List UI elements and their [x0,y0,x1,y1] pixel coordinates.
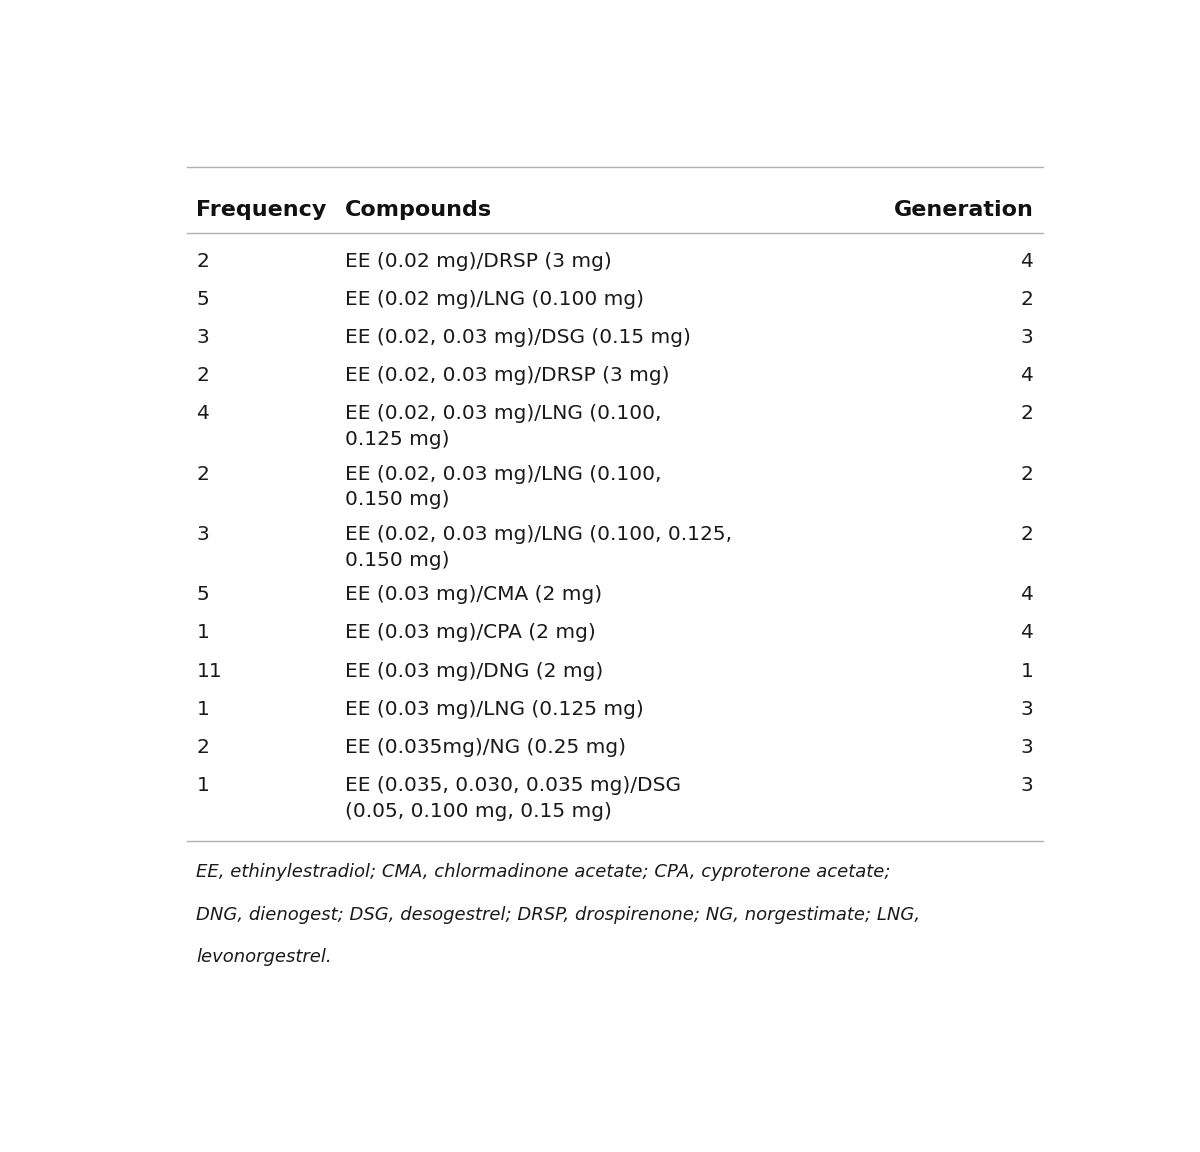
Text: 11: 11 [197,661,222,681]
Text: 4: 4 [1021,252,1033,271]
Text: 2: 2 [197,464,209,484]
Text: 3: 3 [1021,699,1033,719]
Text: EE (0.03 mg)/CMA (2 mg): EE (0.03 mg)/CMA (2 mg) [346,585,602,605]
Text: 4: 4 [197,404,209,423]
Text: EE (0.02, 0.03 mg)/LNG (0.100, 0.125,
0.150 mg): EE (0.02, 0.03 mg)/LNG (0.100, 0.125, 0.… [346,525,732,570]
Text: EE (0.03 mg)/LNG (0.125 mg): EE (0.03 mg)/LNG (0.125 mg) [346,699,644,719]
Text: Compounds: Compounds [346,200,492,220]
Text: Frequency: Frequency [197,200,326,220]
Text: 2: 2 [1021,290,1033,309]
Text: 1: 1 [197,699,209,719]
Text: 1: 1 [1021,661,1033,681]
Text: EE, ethinylestradiol; CMA, chlormadinone acetate; CPA, cyproterone acetate;: EE, ethinylestradiol; CMA, chlormadinone… [197,863,890,881]
Text: 3: 3 [1021,776,1033,795]
Text: 1: 1 [197,623,209,643]
Text: 1: 1 [197,776,209,795]
Text: 3: 3 [1021,738,1033,757]
Text: EE (0.02 mg)/LNG (0.100 mg): EE (0.02 mg)/LNG (0.100 mg) [346,290,644,309]
Text: DNG, dienogest; DSG, desogestrel; DRSP, drospirenone; NG, norgestimate; LNG,: DNG, dienogest; DSG, desogestrel; DRSP, … [197,905,920,924]
Text: 2: 2 [197,738,209,757]
Text: 2: 2 [1021,464,1033,484]
Text: 2: 2 [1021,525,1033,544]
Text: EE (0.035mg)/NG (0.25 mg): EE (0.035mg)/NG (0.25 mg) [346,738,626,757]
Text: 2: 2 [197,252,209,271]
Text: EE (0.035, 0.030, 0.035 mg)/DSG
(0.05, 0.100 mg, 0.15 mg): EE (0.035, 0.030, 0.035 mg)/DSG (0.05, 0… [346,776,682,820]
Text: 3: 3 [197,328,209,347]
Text: 2: 2 [197,366,209,385]
Text: levonorgestrel.: levonorgestrel. [197,948,332,967]
Text: EE (0.02, 0.03 mg)/DSG (0.15 mg): EE (0.02, 0.03 mg)/DSG (0.15 mg) [346,328,691,347]
Text: 5: 5 [197,290,209,309]
Text: 4: 4 [1021,585,1033,605]
Text: 3: 3 [197,525,209,544]
Text: EE (0.02 mg)/DRSP (3 mg): EE (0.02 mg)/DRSP (3 mg) [346,252,612,271]
Text: 3: 3 [1021,328,1033,347]
Text: EE (0.03 mg)/DNG (2 mg): EE (0.03 mg)/DNG (2 mg) [346,661,604,681]
Text: EE (0.02, 0.03 mg)/DRSP (3 mg): EE (0.02, 0.03 mg)/DRSP (3 mg) [346,366,670,385]
Text: 2: 2 [1021,404,1033,423]
Text: Generation: Generation [894,200,1033,220]
Text: EE (0.02, 0.03 mg)/LNG (0.100,
0.125 mg): EE (0.02, 0.03 mg)/LNG (0.100, 0.125 mg) [346,404,662,449]
Text: EE (0.03 mg)/CPA (2 mg): EE (0.03 mg)/CPA (2 mg) [346,623,596,643]
Text: EE (0.02, 0.03 mg)/LNG (0.100,
0.150 mg): EE (0.02, 0.03 mg)/LNG (0.100, 0.150 mg) [346,464,662,509]
Text: 4: 4 [1021,366,1033,385]
Text: 5: 5 [197,585,209,605]
Text: 4: 4 [1021,623,1033,643]
